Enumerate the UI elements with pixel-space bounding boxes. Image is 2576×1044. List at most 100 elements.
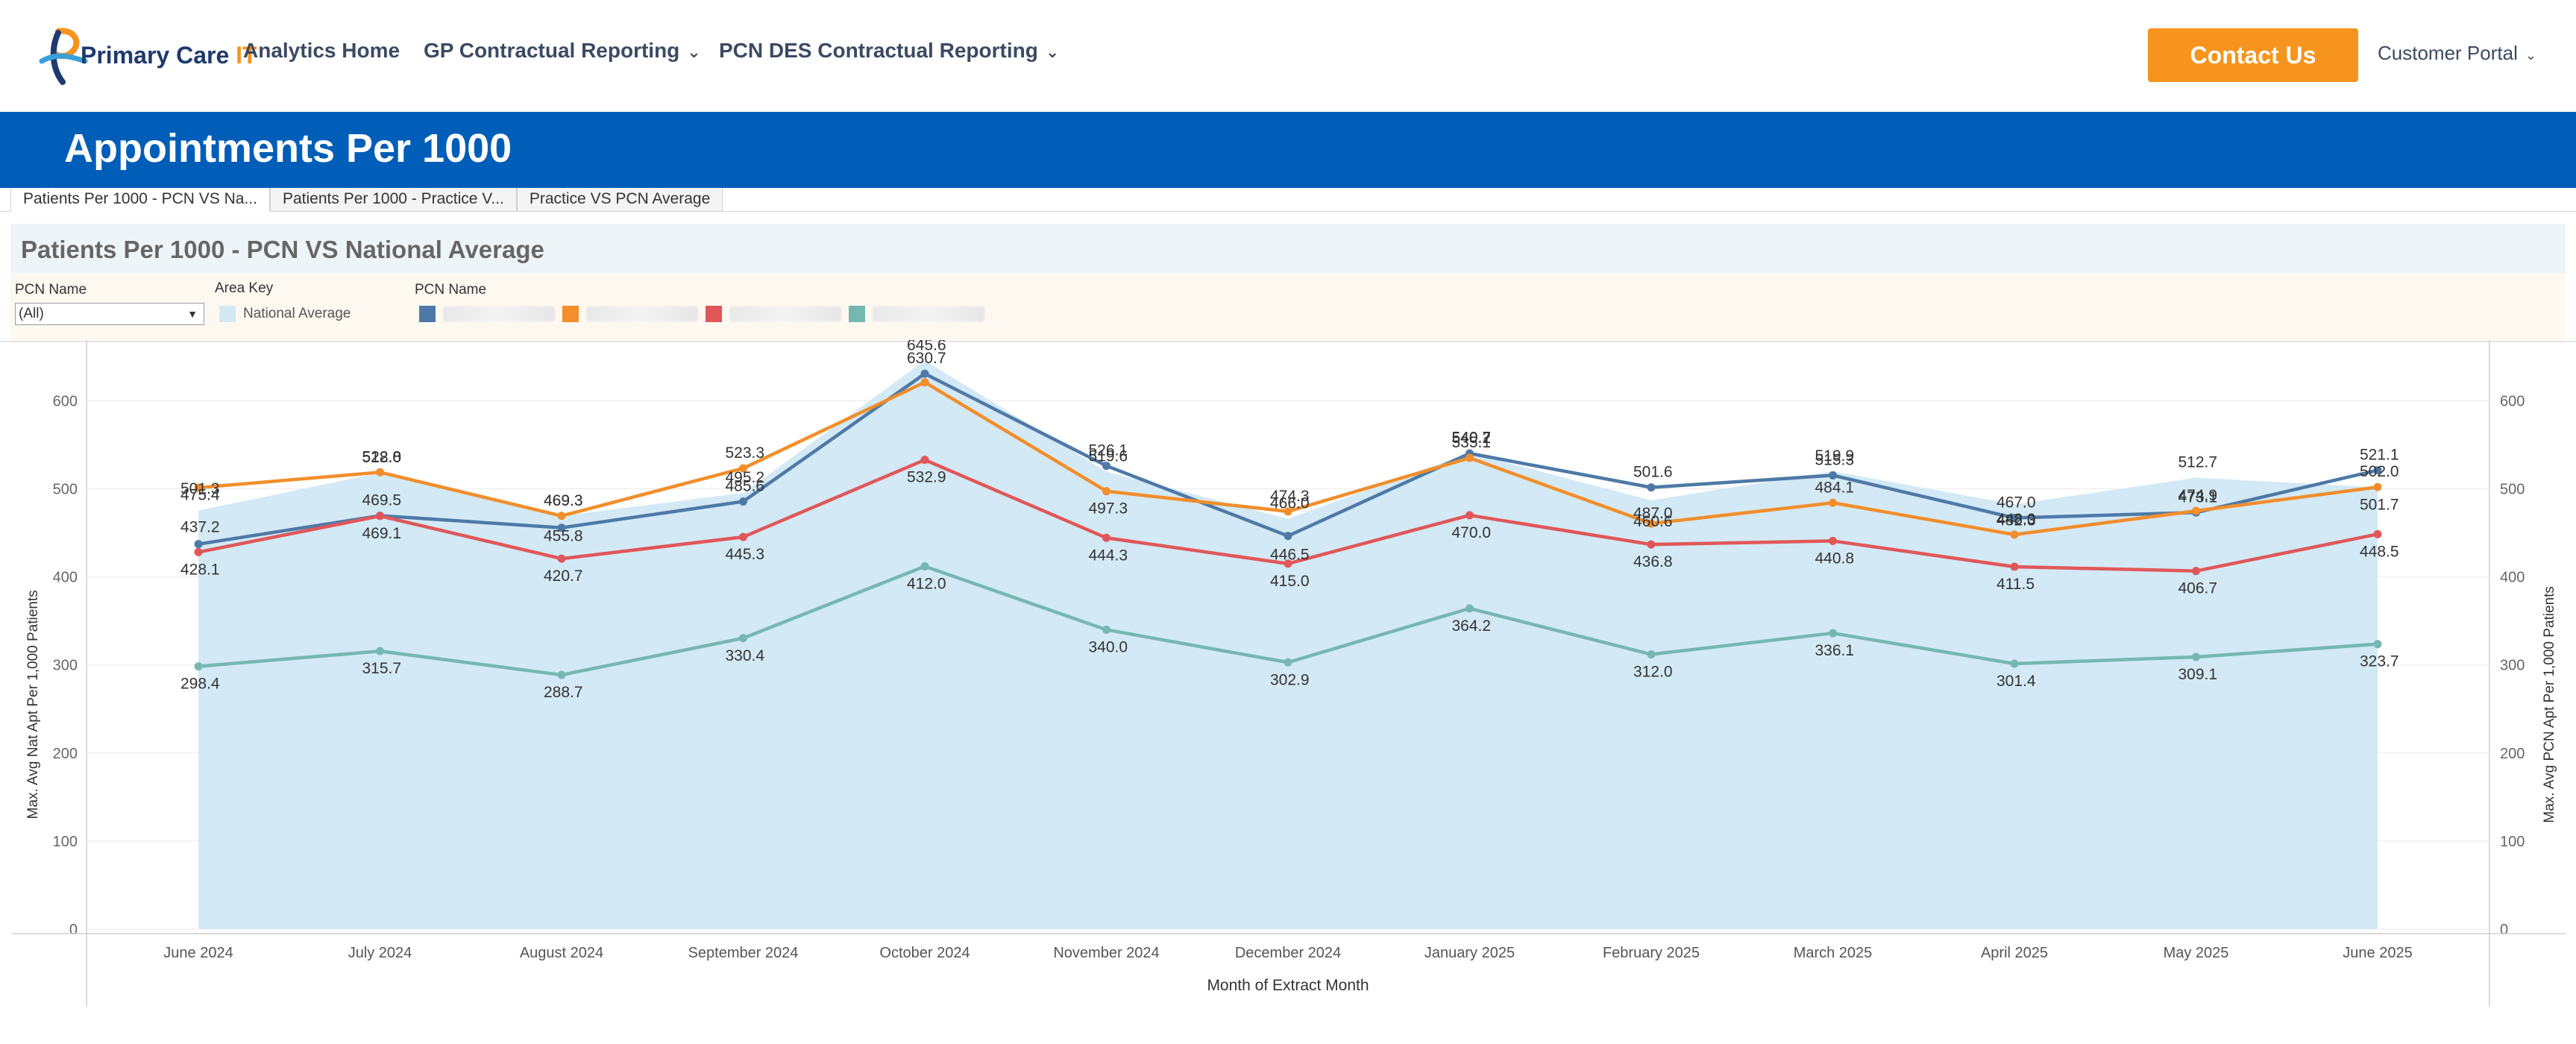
series-point-3 xyxy=(920,456,929,465)
data-label: 519.6 xyxy=(1089,447,1128,465)
line-chart[interactable]: 0 0 100 100 200 200 300 300 400 400 500 500 600 600 47… xyxy=(0,340,2576,1044)
data-label: 455.8 xyxy=(544,528,583,545)
x-tick-label: June 2025 xyxy=(2343,945,2412,961)
series-point-1 xyxy=(1647,483,1656,492)
data-label: 645.6 xyxy=(907,340,946,354)
data-label: 469.3 xyxy=(544,492,583,509)
series-point-4 xyxy=(1647,650,1656,659)
nav-gp-label: GP Contractual Reporting xyxy=(424,39,680,62)
x-tick-label: March 2025 xyxy=(1794,945,1873,961)
x-tick-label: January 2025 xyxy=(1424,945,1515,961)
data-label: 309.1 xyxy=(2178,666,2218,683)
legend-swatch xyxy=(706,306,722,322)
series-point-4 xyxy=(1466,604,1474,613)
x-tick-label: May 2025 xyxy=(2164,945,2229,961)
data-label: 501.7 xyxy=(2360,496,2399,513)
nav-pcn-des-contractual-reporting[interactable]: PCN DES Contractual Reporting ⌄ xyxy=(719,39,1059,63)
data-label: 501.3 xyxy=(180,480,220,497)
series-point-3 xyxy=(2373,529,2382,538)
legend-swatch xyxy=(219,306,236,322)
data-label: 522.8 xyxy=(362,448,402,465)
data-label: 440.8 xyxy=(1815,550,1855,567)
pcn-name-dropdown[interactable]: (All) ▼ xyxy=(15,303,204,325)
tab-practice-vs-pcn-average[interactable]: Practice VS PCN Average xyxy=(516,188,723,212)
series-point-2 xyxy=(2192,506,2200,515)
y-tick-label-left: 300 xyxy=(53,658,78,674)
y-tick-label-right: 600 xyxy=(2500,393,2525,409)
series-point-1 xyxy=(1829,471,1837,479)
data-label: 532.9 xyxy=(907,469,946,486)
series-point-4 xyxy=(2373,640,2382,649)
series-point-1 xyxy=(557,523,566,532)
filter-bar: PCN Name (All) ▼ Area Key National Avera… xyxy=(10,273,2566,340)
national-average-area xyxy=(198,360,2378,929)
data-label: 526.1 xyxy=(1089,442,1128,459)
data-label: 519.9 xyxy=(1815,447,1855,465)
series-point-1 xyxy=(1284,532,1292,541)
nav-pcn-label: PCN DES Contractual Reporting xyxy=(719,39,1038,62)
data-label: 512.7 xyxy=(2178,454,2218,471)
data-label: 540.7 xyxy=(1452,429,1492,446)
chevron-down-icon: ⌄ xyxy=(1045,43,1060,61)
nav-analytics-home[interactable]: Analytics Home xyxy=(243,39,400,62)
data-label: 523.3 xyxy=(726,444,765,462)
series-point-4 xyxy=(739,634,747,643)
dropdown-arrow-icon: ▼ xyxy=(187,308,198,320)
legend-item-pcn-1[interactable] xyxy=(419,304,555,324)
chart-area[interactable]: 0 0 100 100 200 200 300 300 400 400 500 500 600 600 47… xyxy=(0,340,2576,1044)
data-label: 521.1 xyxy=(2360,447,2399,464)
series-point-3 xyxy=(2010,562,2019,571)
primary-care-it-logo[interactable]: Primary Care IT xyxy=(36,27,257,87)
data-label: 364.2 xyxy=(1452,617,1492,635)
customer-portal-menu[interactable]: Customer Portal ⌄ xyxy=(2378,42,2536,65)
data-label: 469.3 xyxy=(544,492,583,509)
series-point-4 xyxy=(2192,652,2200,661)
series-point-2 xyxy=(739,464,747,473)
series-point-2 xyxy=(1647,519,1656,528)
data-label: 495.2 xyxy=(726,469,765,486)
series-point-4 xyxy=(2010,659,2019,668)
series-point-1 xyxy=(739,497,747,506)
series-point-1 xyxy=(2373,466,2382,475)
pcn-name-filter-label: PCN Name xyxy=(15,282,87,298)
series-point-2 xyxy=(557,512,566,521)
series-point-4 xyxy=(194,662,203,671)
y-tick-label-right: 500 xyxy=(2500,482,2525,498)
redacted-name xyxy=(729,306,841,321)
data-label: 336.1 xyxy=(1815,642,1855,659)
data-label: 323.7 xyxy=(2360,653,2399,670)
series-point-2 xyxy=(2373,482,2382,491)
data-label: 515.3 xyxy=(1815,451,1855,468)
y-tick-label-right: 0 xyxy=(2500,922,2508,938)
legend-item-national-average[interactable]: National Average xyxy=(219,304,351,324)
pcn-name-selected-value: (All) xyxy=(19,306,44,321)
series-point-2 xyxy=(1102,487,1110,496)
y-tick-label-left: 100 xyxy=(53,834,78,850)
data-label: 437.2 xyxy=(180,519,220,536)
data-label: 448.0 xyxy=(1997,511,2036,528)
data-label: 482.3 xyxy=(1997,512,2036,529)
data-label: 302.9 xyxy=(1270,671,1310,688)
series-point-2 xyxy=(1284,507,1292,516)
legend-item-pcn-2[interactable] xyxy=(562,304,698,324)
legend-item-pcn-4[interactable] xyxy=(849,304,984,324)
x-tick-label: June 2024 xyxy=(163,945,233,961)
series-point-3 xyxy=(1466,511,1474,520)
series-point-2 xyxy=(2010,530,2019,539)
series-point-4 xyxy=(920,562,929,570)
legend-item-pcn-3[interactable] xyxy=(706,304,841,324)
tab-pcn-vs-national[interactable]: Patients Per 1000 - PCN VS Na... xyxy=(10,188,270,212)
redacted-name xyxy=(873,306,984,321)
nav-gp-contractual-reporting[interactable]: GP Contractual Reporting ⌄ xyxy=(424,39,701,63)
tab-divider xyxy=(0,211,2576,212)
page-banner: Appointments Per 1000 xyxy=(0,112,2576,188)
x-tick-label: July 2024 xyxy=(348,945,412,961)
redacted-name xyxy=(586,306,698,321)
contact-us-button[interactable]: Contact Us xyxy=(2148,28,2358,82)
tab-practice-vs[interactable]: Patients Per 1000 - Practice V... xyxy=(269,188,517,212)
series-point-4 xyxy=(557,670,566,679)
data-label: 428.1 xyxy=(180,561,220,578)
customer-portal-label: Customer Portal xyxy=(2378,42,2518,64)
series-point-1 xyxy=(2010,513,2019,522)
data-label: 630.7 xyxy=(907,350,946,367)
